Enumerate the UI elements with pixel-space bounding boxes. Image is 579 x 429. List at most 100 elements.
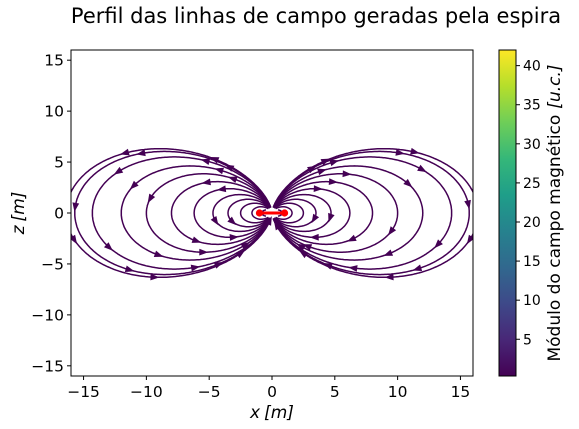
field-direction-arrow — [383, 249, 394, 256]
field-direction-arrow — [190, 264, 201, 272]
field-line — [193, 187, 271, 239]
field-direction-arrow — [72, 202, 80, 212]
field-direction-arrow — [210, 215, 219, 226]
y-axis-unit: [m] — [9, 192, 29, 222]
field-direction-arrow — [235, 250, 246, 259]
colorbar-tick-label: 30 — [523, 137, 541, 153]
field-direction-arrow — [434, 239, 443, 249]
colorbar-tick-label: 15 — [523, 254, 541, 270]
field-direction-arrow — [129, 180, 139, 190]
colorbar-label: Módulo do campo magnético [u.c.] — [545, 64, 565, 361]
x-axis-unit: [m] — [264, 403, 294, 423]
y-axis-ticks: −15 −10 −5 0 5 10 15 — [31, 52, 71, 375]
field-direction-arrow — [209, 157, 220, 164]
colorbar-tick-label: 10 — [523, 293, 541, 309]
field-direction-arrow — [199, 248, 209, 256]
field-direction-arrow — [191, 236, 202, 243]
x-axis-variable: x — [249, 403, 261, 423]
colorbar-label-text: Módulo do campo magnético — [545, 115, 565, 362]
field-line — [274, 202, 305, 224]
field-direction-arrow — [201, 178, 211, 186]
field-direction-arrow — [153, 250, 164, 257]
field-line — [272, 156, 453, 270]
field-direction-arrow — [328, 212, 335, 223]
x-axis-label: x [m] — [249, 403, 294, 423]
field-direction-arrow — [240, 242, 250, 250]
field-direction-arrow — [329, 159, 340, 167]
x-tick-label: 5 — [330, 383, 340, 401]
field-direction-arrow — [227, 176, 238, 184]
field-direction-arrow — [320, 158, 331, 166]
y-tick-label: 0 — [54, 205, 64, 223]
field-direction-arrow — [296, 243, 306, 252]
field-direction-arrow — [200, 158, 211, 165]
plot-area: −15 −10 −5 0 5 10 15 −15 −10 −5 0 5 10 15 — [31, 49, 474, 401]
field-direction-arrow — [229, 234, 239, 241]
colorbar-tick-label: 35 — [523, 98, 541, 114]
field-line — [273, 187, 351, 239]
field-direction-arrow — [71, 234, 78, 245]
x-tick-label: 10 — [388, 383, 408, 401]
field-direction-arrow — [347, 234, 357, 242]
field-line — [275, 205, 293, 221]
field-direction-arrow — [342, 170, 352, 178]
field-direction-arrow — [403, 178, 413, 188]
field-direction-arrow — [227, 216, 237, 226]
field-direction-arrow — [412, 264, 423, 272]
field-direction-arrow — [213, 262, 224, 269]
field-line — [170, 180, 271, 246]
field-direction-arrow — [466, 234, 473, 245]
field-line — [227, 198, 271, 228]
field-direction-arrow — [113, 166, 124, 175]
field-direction-arrow — [214, 167, 224, 175]
y-axis-variable: z — [9, 224, 29, 235]
loop-point — [255, 209, 264, 217]
y-tick-label: 5 — [54, 154, 64, 172]
field-direction-arrow — [388, 226, 397, 236]
direction-arrows — [71, 147, 473, 281]
field-line — [272, 150, 470, 276]
field-direction-arrow — [328, 178, 338, 185]
y-tick-label: −10 — [31, 306, 64, 324]
field-line — [273, 173, 399, 253]
colorbar-tick-label: 20 — [523, 215, 541, 231]
field-direction-arrow — [313, 185, 323, 193]
field-line — [273, 180, 374, 246]
field-direction-arrow — [298, 250, 309, 259]
field-direction-arrow — [317, 168, 327, 176]
field-direction-arrow — [103, 242, 113, 251]
loop-point — [280, 209, 289, 217]
field-direction-arrow — [150, 273, 160, 281]
field-direction-arrow — [395, 149, 405, 156]
field-line — [272, 147, 473, 279]
field-line — [91, 156, 272, 270]
x-tick-label: −15 — [67, 383, 100, 401]
y-tick-label: 10 — [44, 103, 64, 121]
colorbar-tick-label: 5 — [523, 332, 532, 348]
field-direction-arrow — [264, 216, 272, 226]
colorbar-ticks: 5 10 15 20 25 30 35 40 — [516, 59, 541, 348]
colorbar: 5 10 15 20 25 30 35 40 Módulo do campo magnétic… — [498, 49, 565, 377]
field-direction-arrow — [410, 147, 420, 155]
y-axis-label: z [m] — [9, 192, 29, 236]
field-direction-arrow — [464, 199, 471, 210]
field-line — [274, 193, 332, 233]
colorbar-label-unit: [u.c.] — [545, 64, 565, 108]
field-direction-arrow — [417, 164, 427, 173]
x-tick-label: 15 — [451, 383, 471, 401]
colorbar-gradient — [498, 49, 517, 377]
y-tick-label: −15 — [31, 357, 64, 375]
field-direction-arrow — [124, 265, 135, 273]
field-direction-arrow — [120, 148, 130, 156]
field-line — [239, 202, 270, 224]
field-direction-arrow — [216, 185, 227, 193]
field-direction-arrow — [311, 213, 320, 224]
current-loop — [255, 209, 289, 217]
field-direction-arrow — [309, 233, 319, 241]
field-direction-arrow — [384, 273, 394, 281]
colorbar-tick-label: 40 — [523, 59, 541, 75]
chart-title: Perfil das linhas de campo geradas pela … — [71, 4, 561, 28]
x-tick-label: 0 — [267, 383, 277, 401]
field-line — [251, 205, 269, 221]
x-tick-label: −5 — [198, 383, 221, 401]
